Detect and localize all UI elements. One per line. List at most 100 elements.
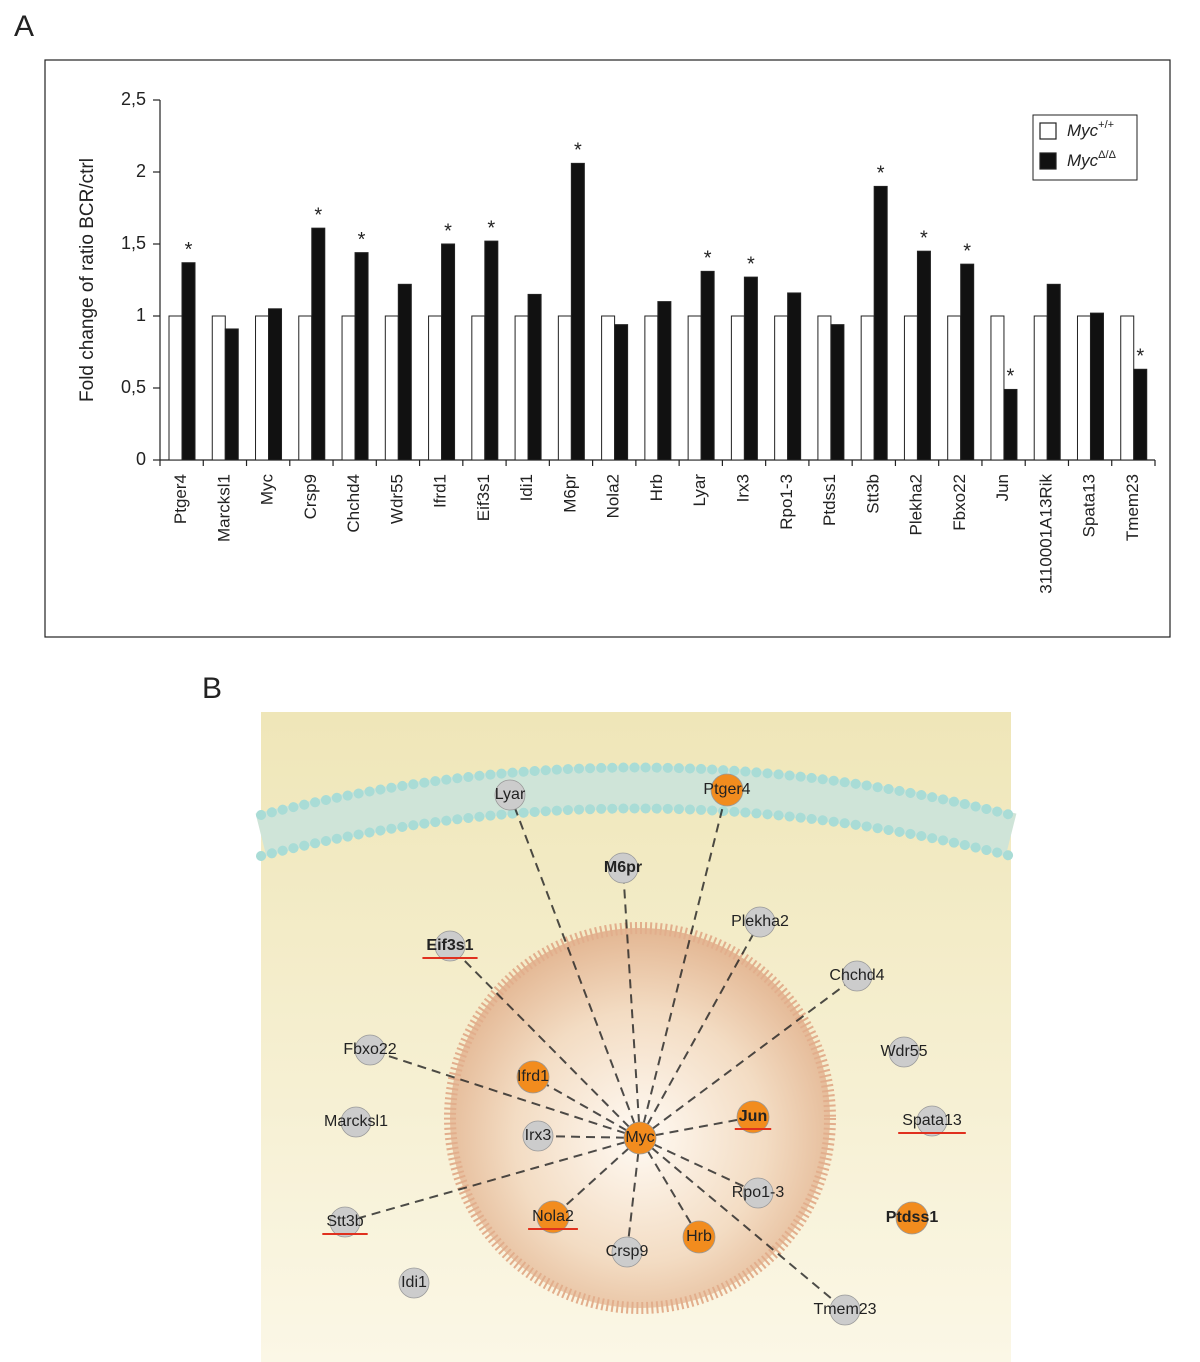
edge (639, 1137, 759, 1194)
x-tick-label: Chchd4 (344, 474, 363, 533)
node-label: Ptger4 (703, 781, 750, 798)
bar (743, 276, 758, 461)
y-tick-label: 1 (136, 305, 146, 325)
node-label: Eif3s1 (426, 937, 473, 954)
edge (449, 945, 641, 1139)
node-shape (888, 1036, 920, 1068)
bar (903, 315, 918, 461)
node-shape (744, 906, 776, 938)
bar (947, 315, 962, 461)
bar (700, 270, 715, 461)
bar (341, 315, 356, 461)
bar (311, 227, 326, 461)
legend-swatch (1039, 122, 1057, 140)
x-tick-label: Lyar (690, 474, 709, 507)
bar (428, 315, 443, 461)
node-shape (494, 779, 526, 811)
edge (537, 1135, 641, 1139)
node-label: Plekha2 (731, 913, 789, 930)
edge (344, 1137, 641, 1223)
bar (960, 263, 975, 461)
node-label: Wdr55 (880, 1043, 927, 1060)
bar (916, 250, 931, 461)
bar (557, 315, 572, 461)
x-tick-label: 3110001A13Rik (1036, 474, 1055, 594)
legend-label: MycΔ/Δ (1067, 149, 1117, 171)
node-label: Ptdss1 (886, 1209, 939, 1226)
edge (369, 1049, 641, 1139)
edge (509, 794, 641, 1139)
significance-marker: * (920, 227, 928, 249)
edge (552, 1137, 641, 1218)
bar (730, 315, 745, 461)
x-tick-label: Plekha2 (907, 474, 926, 535)
x-tick-label: Hrb (647, 474, 666, 501)
node-shape (829, 1294, 861, 1326)
node-label: Jun (739, 1108, 767, 1125)
x-tick-label: Tmem23 (1123, 474, 1142, 541)
node-shape (611, 1236, 643, 1268)
bar (1089, 312, 1104, 461)
node-label: Irx3 (525, 1127, 552, 1144)
bar (657, 301, 672, 461)
bar (268, 308, 283, 461)
node-label: Rpo1-3 (732, 1184, 785, 1201)
bar (255, 315, 270, 461)
significance-marker: * (358, 229, 366, 251)
bar (687, 315, 702, 461)
panel-label: B (202, 672, 222, 705)
x-tick-label: Idi1 (517, 474, 536, 501)
legend-name: Myc (1067, 151, 1099, 170)
panel-label: A (14, 10, 34, 43)
x-tick-label: Eif3s1 (474, 474, 493, 521)
x-tick-label: Irx3 (734, 474, 753, 502)
edge (639, 1116, 754, 1139)
bar (1120, 315, 1135, 461)
node-label: M6pr (604, 859, 642, 876)
bar (601, 315, 616, 461)
x-tick-label: Stt3b (863, 474, 882, 514)
bar (384, 315, 399, 461)
x-tick-label: Spata13 (1080, 474, 1099, 537)
node-label: Fbxo22 (343, 1041, 396, 1058)
node-shape (742, 1177, 774, 1209)
bar (1046, 283, 1061, 461)
node-label: Tmem23 (813, 1301, 876, 1318)
node-label: Myc (625, 1129, 654, 1146)
significance-marker: * (314, 204, 322, 226)
significance-marker: * (574, 140, 582, 162)
significance-marker: * (704, 248, 712, 270)
legend-superscript: +/+ (1098, 119, 1114, 131)
x-tick-label: Jun (993, 474, 1012, 501)
edge (532, 1076, 641, 1139)
x-tick-label: Nola2 (604, 474, 623, 518)
x-tick-label: Myc (258, 474, 277, 506)
bar (1076, 315, 1091, 461)
node-shape (607, 852, 639, 884)
bar (514, 315, 529, 461)
node-shape (916, 1105, 948, 1137)
node-shape (398, 1267, 430, 1299)
x-tick-label: Ptger4 (171, 474, 190, 524)
legend-name: Myc (1067, 121, 1099, 140)
legend-superscript: Δ/Δ (1098, 149, 1116, 161)
node-label: Lyar (495, 786, 526, 803)
significance-marker: * (963, 240, 971, 262)
bar (644, 315, 659, 461)
bar (817, 315, 832, 461)
node-shape (340, 1106, 372, 1138)
edge (626, 1137, 641, 1253)
bar (397, 283, 412, 461)
bar (354, 252, 369, 461)
y-tick-label: 0,5 (121, 377, 146, 397)
bar (484, 240, 499, 461)
x-tick-label: Wdr55 (387, 474, 406, 524)
bar (224, 328, 239, 461)
significance-marker: * (877, 163, 885, 185)
significance-marker: * (747, 253, 755, 275)
significance-marker: * (185, 239, 193, 261)
bar (873, 185, 888, 461)
legend-swatch (1039, 152, 1057, 170)
node-label: Crsp9 (606, 1243, 649, 1260)
